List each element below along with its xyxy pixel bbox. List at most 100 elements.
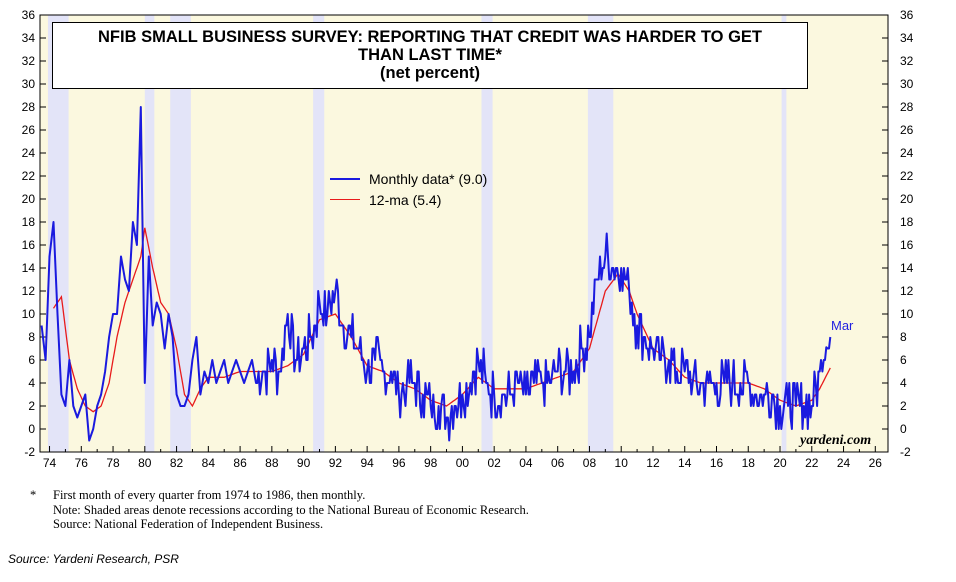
footnote-text-2: Note: Shaded areas denote recessions acc… <box>53 502 529 517</box>
legend-swatch-ma <box>330 199 360 200</box>
x-tick-label: 04 <box>519 456 533 470</box>
legend-item-monthly: Monthly data* (9.0) <box>330 168 487 189</box>
y-tick-label: 6 <box>28 353 35 367</box>
y-tick-label: 6 <box>900 353 907 367</box>
legend-swatch-monthly <box>330 177 360 180</box>
y-tick-label: 22 <box>900 169 914 183</box>
x-tick-label: 24 <box>837 456 851 470</box>
y-tick-label: 24 <box>22 146 36 160</box>
y-tick-label: -2 <box>900 445 911 459</box>
chart-title: NFIB SMALL BUSINESS SURVEY: REPORTING TH… <box>52 22 808 89</box>
legend-item-ma: 12-ma (5.4) <box>330 189 487 210</box>
x-tick-label: 80 <box>138 456 152 470</box>
y-tick-label: 16 <box>22 238 36 252</box>
y-tick-label: 24 <box>900 146 914 160</box>
x-tick-label: 22 <box>805 456 819 470</box>
y-tick-label: 20 <box>900 192 914 206</box>
y-tick-label: 0 <box>28 422 35 436</box>
footnote-1: * First month of every quarter from 1974… <box>30 488 529 503</box>
x-tick-label: 88 <box>265 456 279 470</box>
y-tick-label: 30 <box>900 77 914 91</box>
y-tick-label: 20 <box>22 192 36 206</box>
y-tick-label: 10 <box>22 307 36 321</box>
x-tick-label: 92 <box>329 456 343 470</box>
x-tick-label: 06 <box>551 456 565 470</box>
x-tick-label: 90 <box>297 456 311 470</box>
y-tick-label: 2 <box>900 399 907 413</box>
footnote-3: Source: National Federation of Independe… <box>30 517 529 532</box>
monthly-line <box>40 106 832 442</box>
y-tick-label: 2 <box>28 399 35 413</box>
chart-title-line-2: THAN LAST TIME* <box>358 46 502 64</box>
y-tick-label: 36 <box>900 8 914 22</box>
y-tick-label: -2 <box>24 445 35 459</box>
x-tick-label: 84 <box>202 456 216 470</box>
chart-subtitle: (net percent) <box>380 64 480 82</box>
legend-label-monthly: Monthly data* (9.0) <box>369 170 488 187</box>
x-tick-label: 98 <box>424 456 438 470</box>
y-tick-label: 14 <box>22 261 36 275</box>
x-tick-label: 78 <box>106 456 120 470</box>
x-tick-label: 08 <box>583 456 597 470</box>
footnotes: * First month of every quarter from 1974… <box>30 488 529 532</box>
y-tick-label: 18 <box>900 215 914 229</box>
y-tick-label: 4 <box>28 376 35 390</box>
y-tick-label: 22 <box>22 169 36 183</box>
y-tick-label: 18 <box>22 215 36 229</box>
footnote-text-3: Source: National Federation of Independe… <box>53 517 324 531</box>
x-tick-label: 12 <box>646 456 660 470</box>
x-tick-label: 10 <box>615 456 629 470</box>
x-tick-label: 20 <box>773 456 787 470</box>
chart-title-line-1: NFIB SMALL BUSINESS SURVEY: REPORTING TH… <box>97 28 762 46</box>
x-tick-label: 26 <box>869 456 883 470</box>
x-tick-label: 02 <box>487 456 501 470</box>
recession-band <box>781 15 787 452</box>
y-tick-label: 28 <box>22 100 36 114</box>
monthly-series <box>40 106 832 442</box>
footnote-text-1: First month of every quarter from 1974 t… <box>53 488 366 502</box>
y-tick-label: 34 <box>900 31 914 45</box>
footnote-2: Note: Shaded areas denote recessions acc… <box>30 503 529 518</box>
x-tick-label: 00 <box>456 456 470 470</box>
y-tick-label: 14 <box>900 261 914 275</box>
recession-band <box>47 15 69 452</box>
last-point-label: Mar <box>831 318 854 333</box>
y-tick-label: 34 <box>22 31 36 45</box>
x-tick-label: 18 <box>742 456 756 470</box>
x-tick-label: 86 <box>233 456 247 470</box>
x-tick-label: 94 <box>360 456 374 470</box>
source-note: Source: Yardeni Research, PSR <box>8 552 179 566</box>
y-tick-label: 32 <box>22 54 36 68</box>
y-tick-label: 12 <box>900 284 914 298</box>
x-tick-label: 14 <box>678 456 692 470</box>
recession-band <box>144 15 155 452</box>
y-tick-label: 0 <box>900 422 907 436</box>
legend-label-ma: 12-ma (5.4) <box>369 191 442 208</box>
recession-band <box>481 15 493 452</box>
x-tick-label: 96 <box>392 456 406 470</box>
plot-frame <box>39 14 889 453</box>
legend: Monthly data* (9.0) 12-ma (5.4) <box>330 168 487 210</box>
x-tick-label: 76 <box>75 456 89 470</box>
y-tick-label: 28 <box>900 100 914 114</box>
y-tick-label: 12 <box>22 284 36 298</box>
y-tick-label: 8 <box>900 330 907 344</box>
y-tick-label: 26 <box>22 123 36 137</box>
recession-band <box>313 15 325 452</box>
y-tick-label: 16 <box>900 238 914 252</box>
y-tick-label: 26 <box>900 123 914 137</box>
y-tick-label: 36 <box>22 8 36 22</box>
y-tick-label: 4 <box>900 376 907 390</box>
x-axis-labels: 74 76 78 80 82 84 86 88 90 92 94 96 98 00 02 04 06 08 10 12… <box>43 456 882 470</box>
watermark: yardeni.com <box>800 433 872 448</box>
y-tick-label: 8 <box>28 330 35 344</box>
y-tick-label: 30 <box>22 77 36 91</box>
x-tick-label: 82 <box>170 456 184 470</box>
y-tick-label: 10 <box>900 307 914 321</box>
x-tick-label: 16 <box>710 456 724 470</box>
x-tick-label: 74 <box>43 456 57 470</box>
y-tick-label: 32 <box>900 54 914 68</box>
footnote-star: * <box>30 488 37 502</box>
